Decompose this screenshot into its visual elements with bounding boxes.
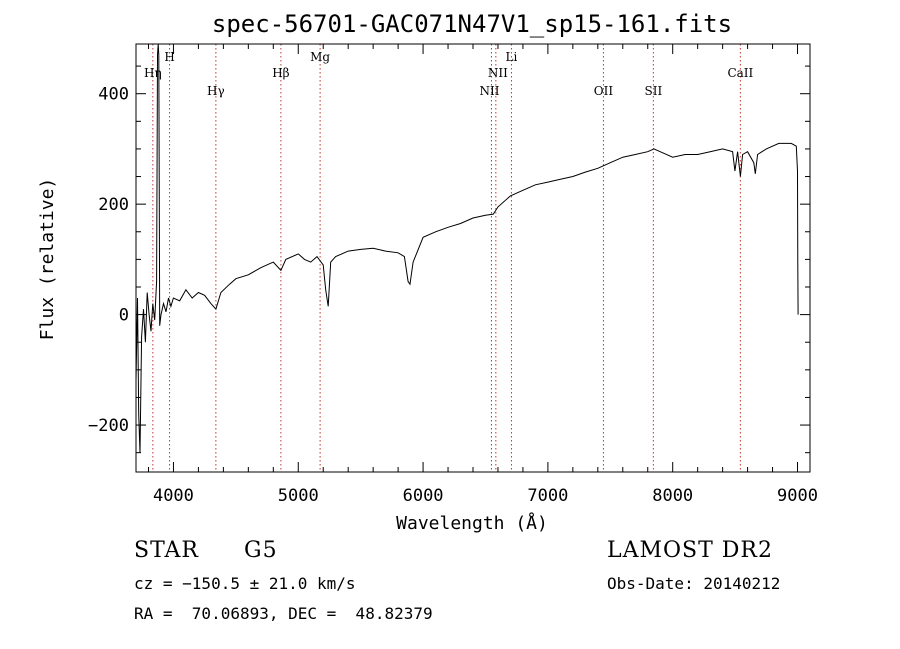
x-axis-label: Wavelength (Å) [396,512,548,534]
y-tick-label-3: 400 [98,85,129,105]
y-tick-label-0: −200 [88,416,129,436]
redshift-velocity: cz = −150.5 ± 21.0 km/s [134,574,356,593]
plot-frame [135,43,811,473]
line-label-4: Mg [310,50,330,64]
object-subclass: G5 [244,538,278,563]
x-tick-label-5: 9000 [777,486,818,506]
chart-title: spec-56701-GAC071N47V1_sp15-161.fits [212,10,732,38]
spectrum-series-line [135,43,799,453]
object-class: STAR [134,538,199,563]
x-tick-label-2: 6000 [403,486,444,506]
spectral-line-markers [152,44,741,472]
x-tick-label-0: 4000 [153,486,194,506]
y-axis-label: Flux (relative) [37,178,58,341]
ra-dec-coordinates: RA = 70.06893, DEC = 48.82379 [134,604,433,623]
line-label-10: CaII [727,66,753,80]
line-label-5: NII [479,84,499,98]
x-tick-label-4: 8000 [652,486,693,506]
line-label-8: OII [594,84,614,98]
observation-date: Obs-Date: 20140212 [607,574,781,593]
x-tick-label-3: 7000 [527,486,568,506]
line-label-1: H [164,50,174,64]
x-tick-label-1: 5000 [278,486,319,506]
x-axis-ticks: 4000 5000 6000 7000 8000 9000 [147,44,818,506]
line-label-6: NII [488,66,508,80]
line-label-9: SII [645,84,663,98]
survey-name: LAMOST DR2 [607,538,773,563]
line-label-7: Li [506,50,518,64]
line-label-3: Hβ [272,66,289,80]
y-tick-label-1: 0 [119,306,129,326]
y-axis-ticks: −200 0 200 400 [88,65,810,454]
line-label-2: Hγ [207,84,225,98]
y-tick-label-2: 200 [98,195,129,215]
